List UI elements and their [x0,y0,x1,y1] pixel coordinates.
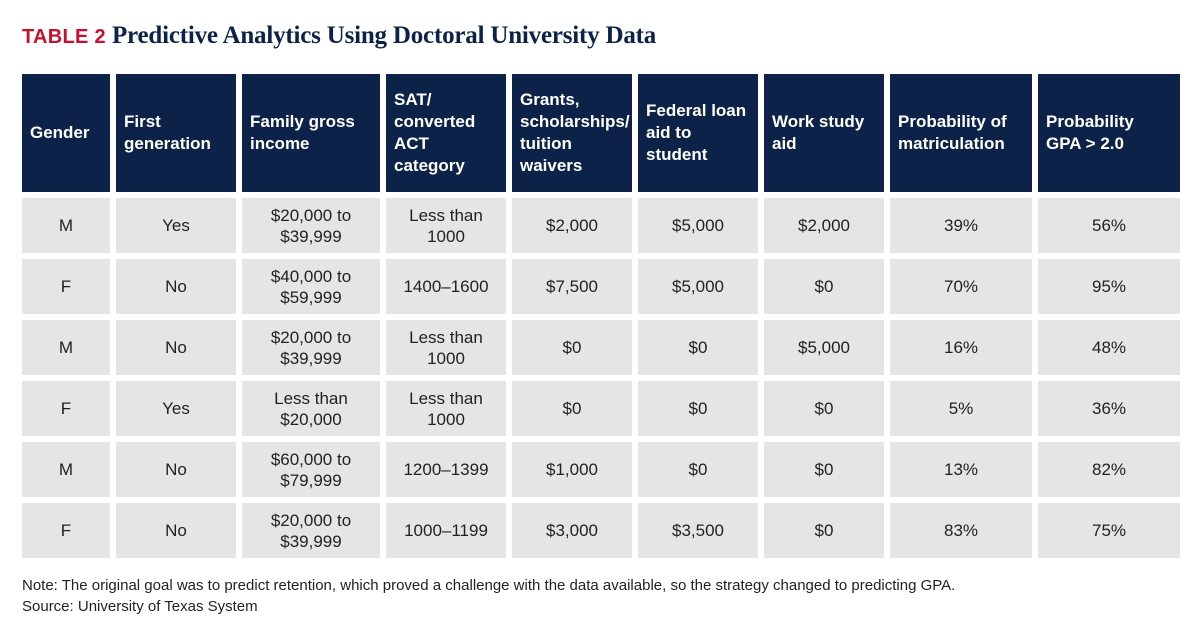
cell-prob-gpa: 82% [1038,442,1180,497]
header-sat-act: SAT/ converted ACT category [386,74,506,192]
header-work-study: Work study aid [764,74,884,192]
cell-work-study: $2,000 [764,198,884,253]
cell-family-income: $40,000 to $59,999 [242,259,380,314]
table-row: F No $40,000 to $59,999 1400–1600 $7,500… [22,259,1180,314]
cell-first-generation: No [116,442,236,497]
header-grants: Grants, scholarships/ tuition waivers [512,74,632,192]
source-text: Source: University of Texas System [22,598,258,615]
cell-grants: $7,500 [512,259,632,314]
cell-gender: F [22,381,110,436]
table-row: M No $60,000 to $79,999 1200–1399 $1,000… [22,442,1180,497]
cell-sat-act: Less than 1000 [386,381,506,436]
data-table-container: Gender First generation Family gross inc… [22,74,1180,564]
cell-sat-act: 1000–1199 [386,503,506,558]
cell-grants: $0 [512,381,632,436]
cell-first-generation: No [116,259,236,314]
cell-sat-act: 1200–1399 [386,442,506,497]
cell-work-study: $0 [764,381,884,436]
header-federal-loan: Federal loan aid to student [638,74,758,192]
cell-federal-loan: $0 [638,442,758,497]
cell-gender: M [22,198,110,253]
data-table: Gender First generation Family gross inc… [16,68,1186,564]
cell-grants: $1,000 [512,442,632,497]
cell-grants: $3,000 [512,503,632,558]
cell-work-study: $0 [764,259,884,314]
table-row: F Yes Less than $20,000 Less than 1000 $… [22,381,1180,436]
cell-prob-gpa: 56% [1038,198,1180,253]
cell-family-income: $60,000 to $79,999 [242,442,380,497]
cell-family-income: $20,000 to $39,999 [242,198,380,253]
cell-gender: M [22,442,110,497]
cell-prob-matriculation: 16% [890,320,1032,375]
cell-family-income: $20,000 to $39,999 [242,320,380,375]
header-first-generation: First generation [116,74,236,192]
cell-sat-act: Less than 1000 [386,198,506,253]
table-row: F No $20,000 to $39,999 1000–1199 $3,000… [22,503,1180,558]
table-title: TABLE 2 Predictive Analytics Using Doctor… [22,22,656,50]
header-family-income: Family gross income [242,74,380,192]
header-prob-gpa: Probability GPA > 2.0 [1038,74,1180,192]
cell-federal-loan: $5,000 [638,198,758,253]
cell-prob-matriculation: 39% [890,198,1032,253]
cell-federal-loan: $3,500 [638,503,758,558]
cell-prob-gpa: 95% [1038,259,1180,314]
cell-gender: F [22,503,110,558]
table-row: M Yes $20,000 to $39,999 Less than 1000 … [22,198,1180,253]
cell-prob-gpa: 36% [1038,381,1180,436]
cell-first-generation: No [116,320,236,375]
cell-prob-matriculation: 13% [890,442,1032,497]
cell-gender: F [22,259,110,314]
cell-first-generation: Yes [116,198,236,253]
header-gender: Gender [22,74,110,192]
cell-family-income: $20,000 to $39,999 [242,503,380,558]
cell-first-generation: Yes [116,381,236,436]
header-row: Gender First generation Family gross inc… [22,74,1180,192]
header-prob-matriculation: Probability of matriculation [890,74,1032,192]
cell-first-generation: No [116,503,236,558]
cell-work-study: $0 [764,503,884,558]
cell-gender: M [22,320,110,375]
table-title-text: Predictive Analytics Using Doctoral Univ… [111,22,657,49]
cell-family-income: Less than $20,000 [242,381,380,436]
cell-federal-loan: $5,000 [638,259,758,314]
cell-prob-gpa: 48% [1038,320,1180,375]
note-text: Note: The original goal was to predict r… [22,577,956,594]
cell-prob-gpa: 75% [1038,503,1180,558]
cell-federal-loan: $0 [638,320,758,375]
table-row: M No $20,000 to $39,999 Less than 1000 $… [22,320,1180,375]
cell-grants: $0 [512,320,632,375]
cell-sat-act: Less than 1000 [386,320,506,375]
table-number-tag: TABLE 2 [22,26,106,48]
cell-prob-matriculation: 5% [890,381,1032,436]
cell-work-study: $0 [764,442,884,497]
cell-grants: $2,000 [512,198,632,253]
cell-federal-loan: $0 [638,381,758,436]
table-notes: Note: The original goal was to predict r… [22,575,955,617]
cell-sat-act: 1400–1600 [386,259,506,314]
cell-prob-matriculation: 70% [890,259,1032,314]
cell-work-study: $5,000 [764,320,884,375]
cell-prob-matriculation: 83% [890,503,1032,558]
